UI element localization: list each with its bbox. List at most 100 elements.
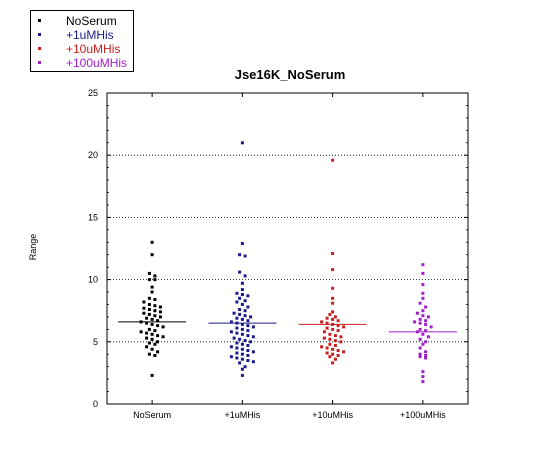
data-point bbox=[156, 334, 160, 338]
data-point bbox=[325, 321, 329, 325]
plot-frame bbox=[106, 92, 469, 405]
data-point bbox=[421, 342, 425, 346]
data-point bbox=[229, 355, 233, 359]
data-point bbox=[240, 317, 244, 321]
data-point bbox=[158, 310, 162, 314]
data-point bbox=[251, 360, 255, 364]
data-point bbox=[147, 308, 151, 311]
data-point bbox=[145, 336, 149, 340]
data-point bbox=[235, 326, 239, 330]
data-point bbox=[424, 322, 428, 326]
data-point bbox=[238, 312, 242, 316]
data-point bbox=[325, 326, 329, 330]
data-point bbox=[246, 359, 250, 362]
data-point bbox=[421, 332, 425, 336]
data-point bbox=[145, 345, 149, 349]
data-point bbox=[147, 278, 151, 282]
data-point bbox=[153, 354, 157, 357]
data-point bbox=[320, 345, 324, 349]
data-point bbox=[238, 308, 242, 311]
data-point bbox=[240, 327, 244, 331]
data-point bbox=[240, 293, 244, 296]
data-point bbox=[333, 339, 337, 343]
data-point bbox=[328, 355, 332, 359]
data-point bbox=[246, 294, 250, 298]
data-point bbox=[421, 314, 425, 318]
data-point bbox=[246, 344, 250, 347]
data-point bbox=[246, 324, 250, 328]
plot-border bbox=[106, 92, 469, 405]
data-point bbox=[421, 291, 425, 295]
data-point bbox=[240, 352, 244, 356]
data-point bbox=[342, 350, 346, 354]
data-point bbox=[421, 296, 425, 300]
data-point bbox=[142, 300, 146, 304]
legend-item-100umhis: +100uMHis bbox=[35, 56, 127, 70]
data-point bbox=[331, 352, 335, 356]
data-point bbox=[325, 351, 329, 355]
data-point bbox=[246, 354, 250, 357]
data-point bbox=[161, 335, 165, 339]
data-point bbox=[331, 327, 335, 331]
data-point bbox=[424, 329, 428, 333]
data-point bbox=[418, 337, 422, 341]
data-points bbox=[139, 141, 433, 384]
data-point bbox=[139, 330, 143, 334]
data-point bbox=[240, 373, 244, 377]
data-point bbox=[331, 310, 335, 314]
data-point bbox=[150, 332, 154, 336]
data-point bbox=[322, 336, 326, 340]
data-point bbox=[153, 298, 157, 301]
data-point bbox=[251, 350, 255, 354]
x-tick-label: +10uMHis bbox=[312, 410, 353, 420]
data-point bbox=[249, 340, 253, 344]
data-point bbox=[418, 355, 422, 359]
data-point bbox=[240, 367, 244, 371]
data-point bbox=[145, 331, 149, 335]
data-point bbox=[328, 337, 332, 341]
y-tick-label: 25 bbox=[88, 88, 98, 98]
data-point bbox=[158, 315, 162, 319]
data-point bbox=[424, 356, 428, 360]
data-point bbox=[320, 320, 324, 324]
data-point bbox=[153, 278, 157, 282]
data-point bbox=[235, 351, 239, 355]
data-point bbox=[246, 334, 250, 338]
data-point bbox=[235, 341, 239, 345]
data-point bbox=[322, 330, 326, 334]
data-point bbox=[331, 296, 335, 300]
data-point bbox=[153, 309, 157, 313]
data-point bbox=[156, 350, 160, 354]
data-point bbox=[243, 339, 247, 343]
data-point bbox=[156, 340, 160, 344]
data-point bbox=[251, 325, 255, 329]
data-point bbox=[429, 325, 433, 329]
x-tick-label: +1uMHis bbox=[224, 410, 260, 420]
data-point bbox=[150, 347, 154, 351]
data-point bbox=[142, 311, 146, 315]
data-point bbox=[339, 335, 343, 339]
data-point bbox=[333, 334, 337, 338]
data-point bbox=[229, 345, 233, 349]
data-point bbox=[246, 349, 250, 352]
y-tick-label: 0 bbox=[93, 399, 98, 409]
y-tick-label: 5 bbox=[93, 337, 98, 347]
data-point bbox=[153, 274, 157, 278]
data-point bbox=[325, 346, 329, 350]
data-point bbox=[418, 321, 422, 325]
data-point bbox=[243, 314, 247, 318]
data-point bbox=[331, 268, 335, 272]
data-point bbox=[246, 319, 250, 323]
data-point bbox=[243, 254, 247, 258]
data-point bbox=[413, 320, 417, 324]
data-point bbox=[243, 299, 247, 303]
data-point bbox=[336, 349, 340, 352]
data-point bbox=[147, 296, 151, 300]
data-point bbox=[336, 329, 340, 333]
data-point bbox=[243, 274, 247, 278]
x-axis-ticks: NoSerum +1uMHis +10uMHis +100uMHis bbox=[133, 93, 446, 420]
data-point bbox=[418, 346, 422, 350]
data-point bbox=[238, 296, 242, 300]
legend: NoSerum +1uMHis +10uMHis +100uMHis bbox=[30, 10, 134, 72]
